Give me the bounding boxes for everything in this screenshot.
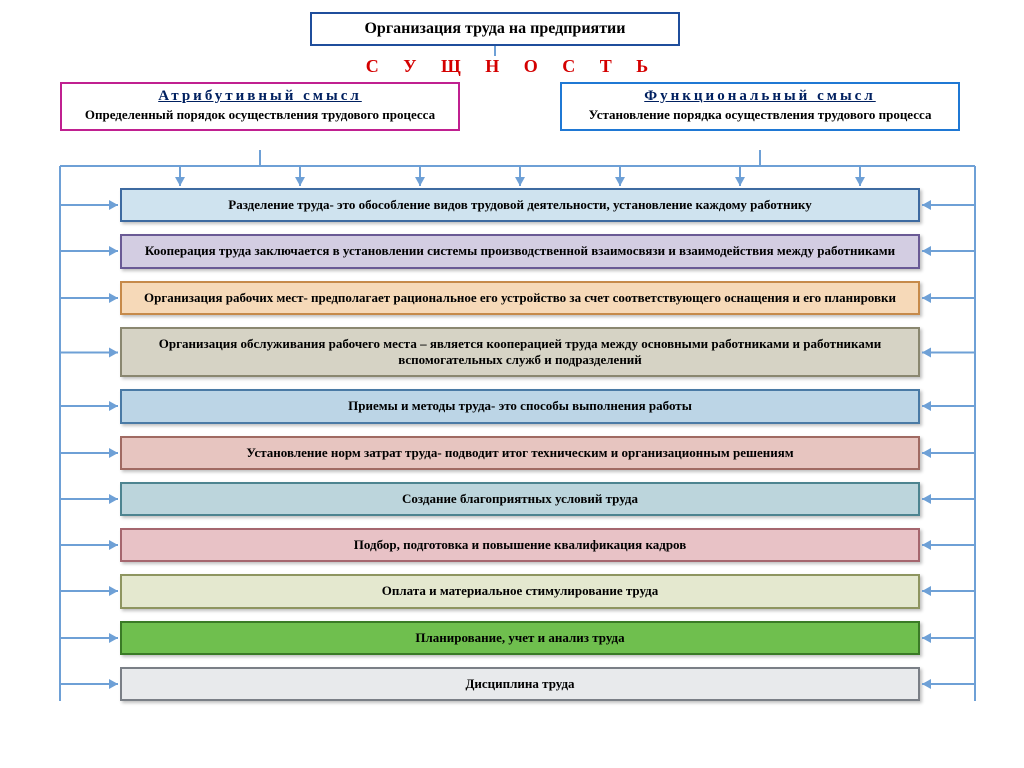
page-title-box: Организация труда на предприятии bbox=[310, 12, 680, 46]
meaning-functional-sub: Установление порядка осуществления трудо… bbox=[570, 107, 950, 123]
meaning-attributive-sub: Определенный порядок осуществления трудо… bbox=[70, 107, 450, 123]
bar-item: Установление норм затрат труда- подводит… bbox=[120, 436, 920, 470]
bar-item: Дисциплина труда bbox=[120, 667, 920, 701]
bar-item: Планирование, учет и анализ труда bbox=[120, 621, 920, 655]
page-title: Организация труда на предприятии bbox=[364, 20, 625, 37]
bar-item: Организация рабочих мест- предполагает р… bbox=[120, 281, 920, 315]
bar-item: Разделение труда- это обособление видов … bbox=[120, 188, 920, 222]
meaning-functional: Функциональный смысл Установление порядк… bbox=[560, 82, 960, 131]
bar-item: Кооперация труда заключается в установле… bbox=[120, 234, 920, 268]
meaning-attributive-title: Атрибутивный смысл bbox=[70, 88, 450, 105]
bar-item: Организация обслуживания рабочего места … bbox=[120, 327, 920, 378]
bar-item: Оплата и материальное стимулирование тру… bbox=[120, 574, 920, 608]
bar-item: Создание благоприятных условий труда bbox=[120, 482, 920, 516]
essence-label: С У Щ Н О С Т Ь bbox=[0, 56, 1024, 77]
bar-item: Приемы и методы труда- это способы выпол… bbox=[120, 389, 920, 423]
meaning-functional-title: Функциональный смысл bbox=[570, 88, 950, 105]
bars-list: Разделение труда- это обособление видов … bbox=[120, 188, 920, 713]
meaning-attributive: Атрибутивный смысл Определенный порядок … bbox=[60, 82, 460, 131]
bar-item: Подбор, подготовка и повышение квалифика… bbox=[120, 528, 920, 562]
